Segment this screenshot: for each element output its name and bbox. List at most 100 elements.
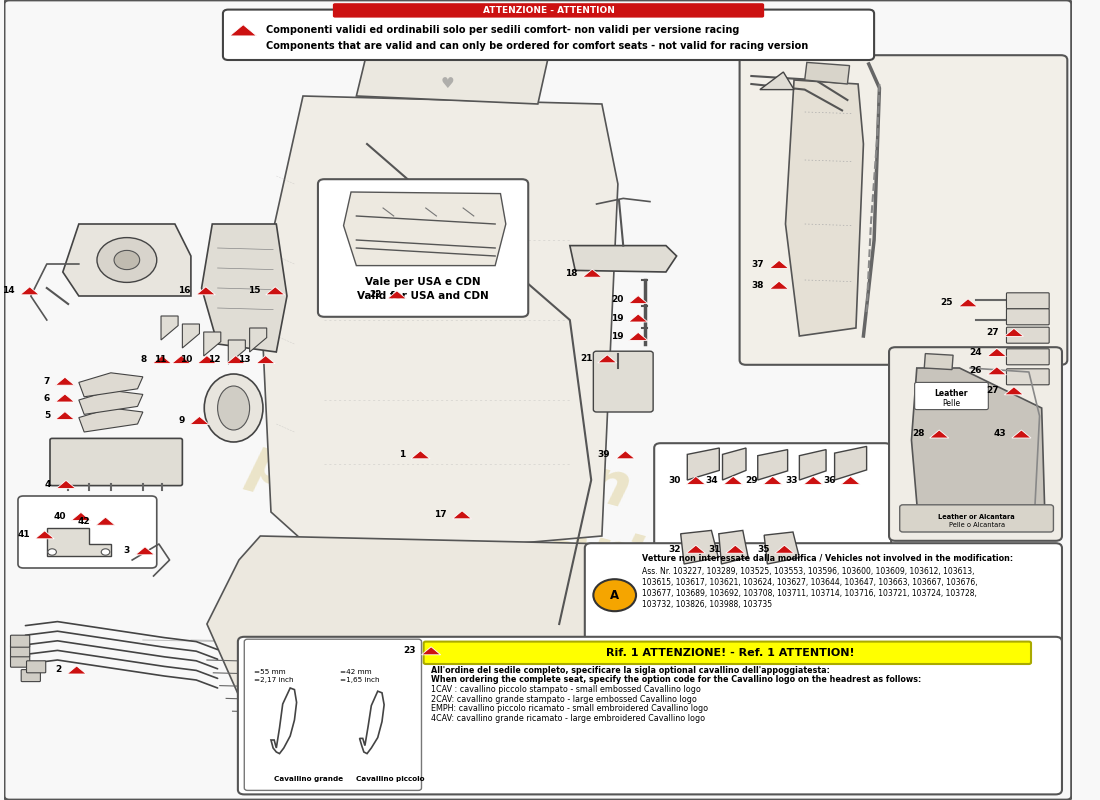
- Text: Rif. 1 ATTENZIONE! - Ref. 1 ATTENTION!: Rif. 1 ATTENZIONE! - Ref. 1 ATTENTION!: [606, 648, 855, 658]
- Text: All'ordine del sedile completo, specificare la sigla optional cavallino dell'app: All'ordine del sedile completo, specific…: [431, 666, 830, 675]
- FancyBboxPatch shape: [424, 642, 1031, 664]
- Text: Leather or Alcantara: Leather or Alcantara: [938, 514, 1015, 520]
- Text: 13: 13: [239, 355, 251, 364]
- Text: ATTENZIONE - ATTENTION: ATTENZIONE - ATTENTION: [483, 6, 615, 15]
- Polygon shape: [421, 646, 441, 654]
- Text: 27: 27: [987, 386, 999, 395]
- Text: =42 mm
=1,65 inch: =42 mm =1,65 inch: [340, 669, 379, 683]
- Circle shape: [593, 579, 636, 611]
- Polygon shape: [47, 528, 111, 556]
- FancyBboxPatch shape: [915, 382, 988, 410]
- Polygon shape: [79, 390, 143, 414]
- Polygon shape: [912, 368, 1045, 528]
- Text: 27: 27: [987, 328, 999, 337]
- Text: 28: 28: [912, 430, 924, 438]
- FancyBboxPatch shape: [244, 639, 421, 790]
- Text: Pelle: Pelle: [942, 398, 960, 408]
- Text: 33: 33: [785, 476, 799, 485]
- Text: EMPH: cavallino piccolo ricamato - small embroidered Cavallino logo: EMPH: cavallino piccolo ricamato - small…: [431, 704, 708, 714]
- Text: 14: 14: [2, 286, 14, 295]
- Polygon shape: [410, 451, 430, 459]
- Polygon shape: [452, 511, 472, 519]
- FancyBboxPatch shape: [11, 645, 30, 657]
- Polygon shape: [1004, 387, 1023, 394]
- Polygon shape: [256, 355, 275, 363]
- Polygon shape: [760, 72, 794, 90]
- Text: 2: 2: [55, 666, 62, 674]
- Text: 8: 8: [141, 355, 147, 364]
- Text: Cavallino piccolo: Cavallino piccolo: [356, 776, 425, 782]
- Polygon shape: [161, 316, 178, 340]
- FancyBboxPatch shape: [11, 635, 30, 647]
- Polygon shape: [197, 355, 217, 363]
- FancyBboxPatch shape: [318, 179, 528, 317]
- Polygon shape: [250, 328, 266, 352]
- Polygon shape: [724, 476, 743, 484]
- Polygon shape: [774, 546, 794, 554]
- Text: Leather: Leather: [934, 389, 968, 398]
- Text: 26: 26: [969, 366, 982, 375]
- Text: 40: 40: [54, 512, 66, 521]
- Text: 10: 10: [179, 355, 192, 364]
- Text: 103615, 103617, 103621, 103624, 103627, 103644, 103647, 103663, 103667, 103676,: 103615, 103617, 103621, 103624, 103627, …: [642, 578, 978, 587]
- Polygon shape: [63, 224, 191, 296]
- FancyBboxPatch shape: [739, 55, 1067, 365]
- Polygon shape: [628, 296, 648, 303]
- Polygon shape: [570, 246, 676, 272]
- Text: 19: 19: [610, 314, 624, 322]
- Polygon shape: [387, 291, 407, 298]
- Text: =55 mm
=2,17 inch: =55 mm =2,17 inch: [254, 669, 294, 683]
- Text: 29: 29: [745, 476, 758, 485]
- Polygon shape: [628, 333, 648, 341]
- Text: 103677, 103689, 103692, 103708, 103711, 103714, 103716, 103721, 103724, 103728,: 103677, 103689, 103692, 103708, 103711, …: [642, 589, 977, 598]
- Text: 31: 31: [708, 545, 720, 554]
- Polygon shape: [686, 476, 705, 484]
- Polygon shape: [958, 299, 978, 306]
- Text: 41: 41: [18, 530, 30, 539]
- FancyBboxPatch shape: [238, 637, 1062, 794]
- Text: When ordering the complete seat, specify the option code for the Cavallino logo : When ordering the complete seat, specify…: [431, 675, 922, 685]
- Text: Components that are valid and can only be ordered for comfort seats - not valid : Components that are valid and can only b…: [265, 41, 807, 50]
- FancyBboxPatch shape: [50, 438, 183, 486]
- Polygon shape: [229, 340, 245, 364]
- FancyBboxPatch shape: [585, 543, 1062, 645]
- Text: 23: 23: [404, 646, 416, 655]
- Circle shape: [114, 250, 140, 270]
- Polygon shape: [172, 355, 191, 363]
- Polygon shape: [72, 513, 90, 521]
- Text: Vale per USA e CDN: Vale per USA e CDN: [365, 277, 481, 286]
- Text: 36: 36: [823, 476, 836, 485]
- Polygon shape: [987, 349, 1007, 356]
- Text: 32: 32: [669, 545, 681, 554]
- Circle shape: [101, 549, 110, 555]
- Text: 42: 42: [78, 517, 90, 526]
- Polygon shape: [726, 546, 745, 554]
- Polygon shape: [201, 224, 287, 352]
- FancyBboxPatch shape: [1006, 309, 1049, 325]
- Polygon shape: [190, 416, 209, 424]
- Polygon shape: [56, 480, 76, 488]
- Polygon shape: [835, 446, 867, 480]
- Polygon shape: [804, 476, 823, 484]
- Text: 39: 39: [597, 450, 611, 459]
- Polygon shape: [597, 355, 617, 362]
- Text: la passion
pour ferrari: la passion pour ferrari: [242, 366, 663, 594]
- Polygon shape: [67, 666, 86, 674]
- Polygon shape: [227, 355, 245, 363]
- Text: 35: 35: [757, 545, 770, 554]
- Polygon shape: [924, 354, 953, 370]
- Text: 1CAV : cavallino piccolo stampato - small embossed Cavallino logo: 1CAV : cavallino piccolo stampato - smal…: [431, 685, 701, 694]
- Polygon shape: [686, 546, 705, 554]
- FancyBboxPatch shape: [1006, 327, 1049, 343]
- Polygon shape: [79, 408, 143, 432]
- FancyBboxPatch shape: [900, 505, 1054, 532]
- Polygon shape: [800, 450, 826, 480]
- Polygon shape: [183, 324, 199, 348]
- Circle shape: [48, 549, 56, 555]
- Polygon shape: [1004, 329, 1023, 336]
- Text: Cavallino grande: Cavallino grande: [274, 776, 343, 782]
- Polygon shape: [763, 476, 782, 484]
- Polygon shape: [265, 287, 285, 294]
- Polygon shape: [261, 96, 618, 560]
- Text: 5: 5: [44, 411, 50, 420]
